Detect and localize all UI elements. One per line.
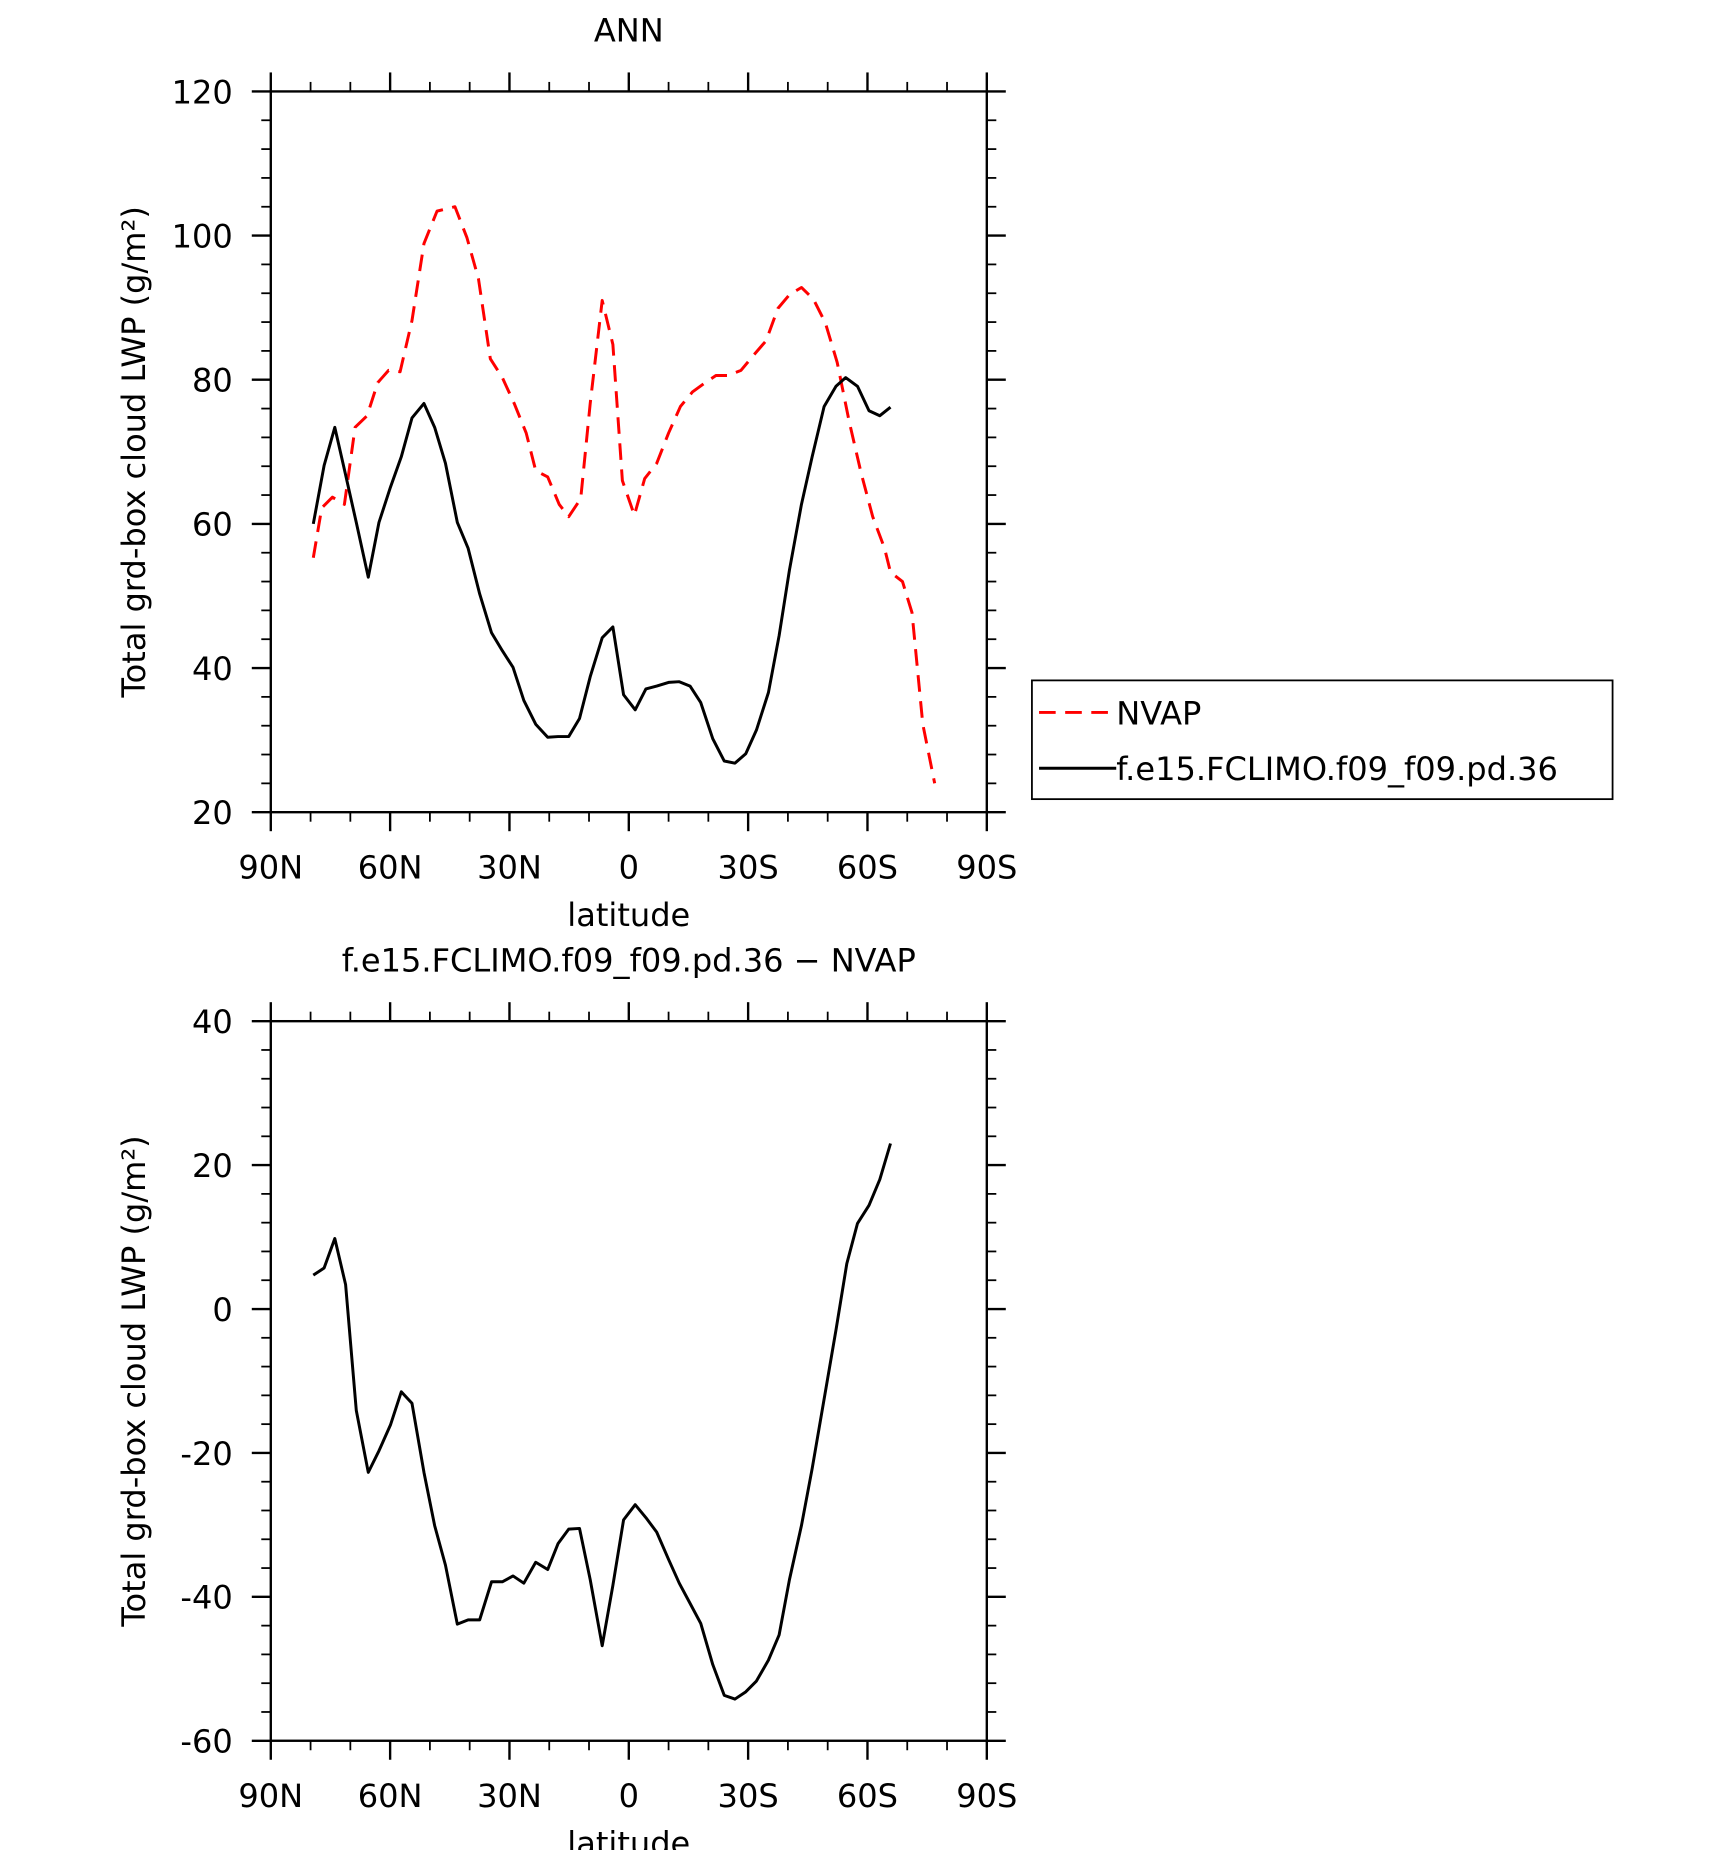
x-tick-label: 90N bbox=[238, 1777, 303, 1815]
y-tick-label: 20 bbox=[192, 1147, 233, 1185]
x-tick-label: 60N bbox=[358, 849, 423, 887]
x-tick-label: 0 bbox=[619, 1777, 639, 1815]
y-tick-label: 80 bbox=[192, 362, 233, 400]
y-tick-label: 0 bbox=[212, 1291, 232, 1329]
chart-title: f.e15.FCLIMO.f09_f09.pd.36 − NVAP bbox=[342, 941, 916, 979]
y-axis-label: Total grd-box cloud LWP (g/m²) bbox=[115, 206, 153, 698]
x-tick-label: 60N bbox=[358, 1777, 423, 1815]
y-axis-label: Total grd-box cloud LWP (g/m²) bbox=[115, 1135, 153, 1627]
x-tick-label: 90S bbox=[956, 1777, 1017, 1815]
x-tick-label: 30N bbox=[477, 849, 542, 887]
y-tick-label: -20 bbox=[180, 1435, 232, 1473]
y-tick-label: 120 bbox=[172, 73, 233, 111]
y-tick-label: 40 bbox=[192, 650, 233, 688]
data-line bbox=[311, 376, 892, 765]
x-tick-label: 30S bbox=[718, 849, 779, 887]
data-line bbox=[312, 1143, 892, 1701]
x-tick-label: 0 bbox=[619, 849, 639, 887]
y-tick-label: 20 bbox=[192, 794, 233, 832]
y-tick-label: 100 bbox=[172, 217, 233, 255]
plot-frame bbox=[269, 90, 988, 814]
x-tick-label: 30S bbox=[718, 1777, 779, 1815]
y-tick-label: 60 bbox=[192, 506, 233, 544]
y-tick-label: -60 bbox=[180, 1723, 232, 1761]
x-tick-label: 90N bbox=[238, 849, 303, 887]
x-tick-label: 60S bbox=[837, 1777, 898, 1815]
chart-title: ANN bbox=[594, 12, 664, 50]
x-axis-label: latitude bbox=[567, 1825, 690, 1850]
x-tick-label: 90S bbox=[956, 849, 1017, 887]
x-tick-label: 60S bbox=[837, 849, 898, 887]
x-tick-label: 30N bbox=[477, 1777, 542, 1815]
x-axis-label: latitude bbox=[567, 896, 690, 934]
y-tick-label: 40 bbox=[192, 1003, 233, 1041]
legend-label: NVAP bbox=[1116, 694, 1201, 732]
legend-label: f.e15.FCLIMO.f09_f09.pd.36 bbox=[1116, 750, 1558, 788]
legend-box bbox=[1031, 679, 1614, 801]
data-line bbox=[311, 205, 937, 784]
y-tick-label: -40 bbox=[180, 1579, 232, 1617]
plot-frame bbox=[269, 1019, 988, 1742]
